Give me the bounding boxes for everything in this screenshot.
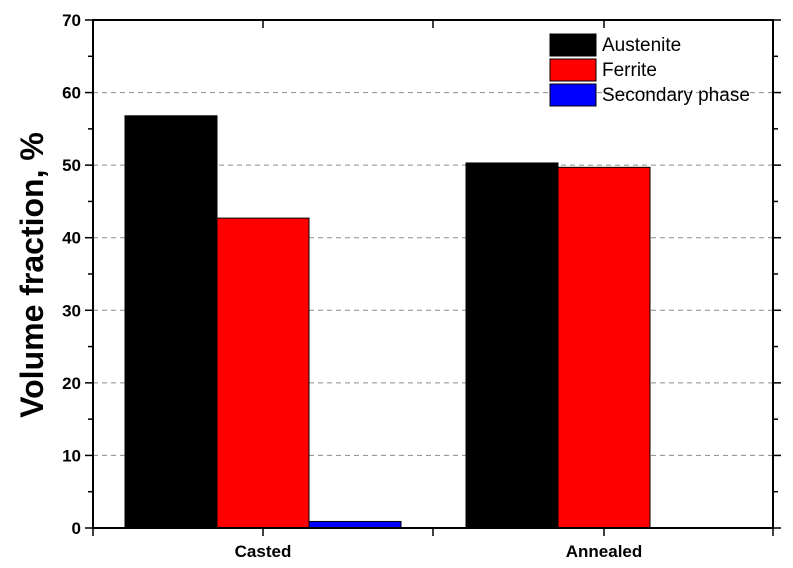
- y-tick-label-70: 70: [62, 11, 81, 30]
- legend-label-austenite: Austenite: [602, 35, 681, 56]
- y-tick-label-40: 40: [62, 229, 81, 248]
- tick-labels: 0 10 20 30 40 50 60 70 Casted Annealed: [62, 11, 642, 561]
- legend-label-ferrite: Ferrite: [602, 60, 657, 81]
- legend-label-secondary-phase: Secondary phase: [602, 85, 750, 106]
- y-tick-label-60: 60: [62, 84, 81, 103]
- bar-ferrite-annealed: [557, 166, 651, 529]
- y-tick-label-30: 30: [62, 301, 81, 320]
- bar-austenite-annealed: [465, 162, 559, 529]
- legend-swatch-austenite: [549, 33, 597, 57]
- bar-ferrite-casted: [216, 217, 310, 529]
- legend-swatch-secondary-phase: [549, 83, 597, 107]
- bars: [124, 115, 651, 529]
- y-axis-title: Volume fraction, %: [14, 132, 50, 418]
- y-tick-label-10: 10: [62, 446, 81, 465]
- y-tick-label-20: 20: [62, 374, 81, 393]
- legend-swatch-ferrite: [549, 58, 597, 82]
- bar-austenite-casted: [124, 115, 218, 529]
- x-tick-label-casted: Casted: [235, 542, 292, 561]
- axes: [85, 19, 781, 536]
- legend: Austenite Ferrite Secondary phase: [549, 33, 750, 107]
- x-tick-label-annealed: Annealed: [566, 542, 643, 561]
- y-tick-label-50: 50: [62, 156, 81, 175]
- y-tick-label-0: 0: [72, 519, 81, 538]
